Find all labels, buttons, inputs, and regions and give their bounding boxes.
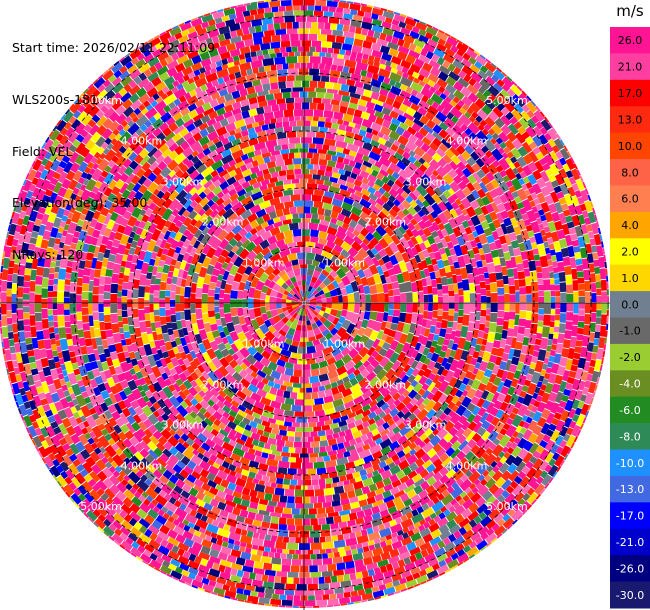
colorbar-tick-label: -8.0 [619,430,640,443]
colorbar-segment [610,238,650,266]
range-ring-label: 2.00km [365,216,407,229]
colorbar-tick-label: 8.0 [621,166,639,179]
range-ring-overlay: 1.00km 1.00km 1.00km 1.00km 2.00km 2.00km 2.00… [0,0,610,610]
elevation-text: Elevation(deg): 35.00 [12,195,148,211]
range-ring-label: 4.00km [121,460,163,473]
velocity-gate-group [7,21,601,590]
range-ring-label: 5.00km [80,94,122,107]
colorbar-tick-label: -2.0 [619,351,640,364]
range-ring-label: 1.00km [324,337,366,350]
colorbar-segment [610,132,650,160]
colorbar-tick-label: -26.0 [616,562,644,575]
colorbar-segment [610,370,650,398]
range-ring-label: 1.00km [243,337,285,350]
colorbar-segment [610,581,650,609]
colorbar-tick-label: 1.0 [621,272,639,285]
range-ring-label: 5.00km [486,94,528,107]
colorbar-segment [610,528,650,556]
colorbar-tick-label: 6.0 [621,193,639,206]
colorbar-tick-label: 21.0 [618,61,643,74]
range-ring-label: 5.00km [486,500,528,513]
colorbar-segment [610,79,650,107]
colorbar-tick-label: -30.0 [616,589,644,602]
colorbar-segment [610,291,650,318]
colorbar-tick-label: -17.0 [616,510,644,523]
colorbar-segment [610,27,650,54]
colorbar-tick-label: -13.0 [616,483,644,496]
range-ring-label: 4.00km [446,134,488,147]
colorbar-tick-label: 13.0 [618,113,643,126]
range-ring-label: 4.00km [121,134,163,147]
start-time-text: Start time: 2026/02/11 22:11:09 [12,40,216,56]
velocity-colorbar: m/s 26.0 21.0 17.0 13.0 10.0 8.0 6.0 4.0 2.0 1.0 0… [610,2,650,609]
colorbar-tick-label: -21.0 [616,536,644,549]
range-ring-label: 3.00km [162,175,204,188]
field-text: Field: VEL [12,143,73,159]
colorbar-segment [610,343,650,371]
range-ring-label: 4.00km [446,460,488,473]
colorbar-segment [610,555,650,583]
instrument-name-text: WLS200s-181 [12,92,98,107]
velocity-gates [0,0,609,608]
colorbar-segment [610,106,650,134]
colorbar-tick-label: 2.0 [621,245,639,258]
colorbar-segment [610,185,650,213]
range-ring-label: 5.00km [80,500,122,513]
scan-info-panel: Start time: 2026/02/11 22:11:09 WLS200s-… [12,5,215,280]
colorbar-tick-label: 4.0 [621,219,639,232]
range-ring-label: 3.00km [405,175,447,188]
ppi-radar-plot: 1.00km 1.00km 1.00km 1.00km 2.00km 2.00km 2.00… [0,0,610,610]
colorbar-tick-label: 17.0 [618,87,643,100]
velocity-gate-group [0,0,609,608]
colorbar-tick-labels: 26.0 21.0 17.0 13.0 10.0 8.0 6.0 4.0 2.0 1.0 0.0 -1… [616,34,644,602]
colorbar-segment [610,502,650,530]
range-ring-label: 3.00km [162,419,204,432]
colorbar-segment [610,264,650,292]
colorbar-segment [610,423,650,451]
colorbar-segment [610,475,650,503]
colorbar-tick-label: 26.0 [618,34,643,47]
range-ring-label: 2.00km [365,378,407,391]
colorbar-segment [610,396,650,424]
colorbar-tick-label: -6.0 [619,404,640,417]
range-ring-label: 1.00km [243,257,285,270]
colorbar-segments [610,27,650,609]
colorbar-segment [610,53,650,81]
range-ring-label: 2.00km [202,378,244,391]
range-ring-label: 2.00km [202,216,244,229]
colorbar-segment [610,159,650,186]
colorbar-segment [610,211,650,239]
colorbar-tick-label: -1.0 [619,325,640,338]
colorbar-tick-label: -10.0 [616,457,644,470]
colorbar-segment [610,317,650,345]
colorbar-segment [610,449,650,477]
velocity-gate-group [1,0,608,608]
range-ring-label: 3.00km [405,419,447,432]
colorbar-unit-label: m/s [616,2,644,20]
colorbar-tick-label: -4.0 [619,378,640,391]
range-ring-label: 1.00km [324,257,366,270]
nrays-text: NRays: 120 [12,246,84,262]
colorbar-tick-label: 0.0 [621,298,639,311]
colorbar-tick-label: 10.0 [618,140,643,153]
